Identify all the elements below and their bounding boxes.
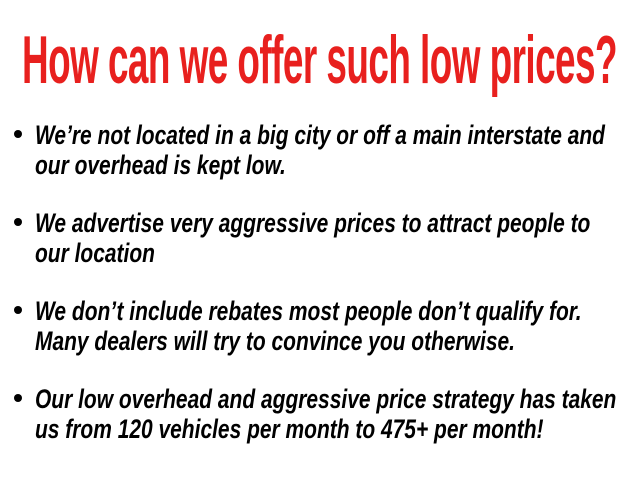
bullet-text-line: our overhead is kept low. <box>35 150 286 180</box>
bullet-icon <box>14 394 22 402</box>
slide-title: How can we offer such low prices? <box>22 22 618 98</box>
bullet-text-line: We’re not located in a big city or off a… <box>35 120 605 150</box>
bullet-text-line: our location <box>35 238 155 268</box>
bullet-text-line: We advertise very aggressive prices to a… <box>35 208 591 238</box>
bullet-text-line: Many dealers will try to convince you ot… <box>35 326 515 356</box>
bullet-text-line: Our low overhead and aggressive price st… <box>35 384 617 414</box>
bullet-text-line: We don’t include rebates most people don… <box>35 296 582 326</box>
bullet-icon <box>14 130 22 138</box>
bullet-text-line: us from 120 vehicles per month to 475+ p… <box>35 414 544 444</box>
bullet-icon <box>14 218 22 226</box>
bullet-icon <box>14 306 22 314</box>
